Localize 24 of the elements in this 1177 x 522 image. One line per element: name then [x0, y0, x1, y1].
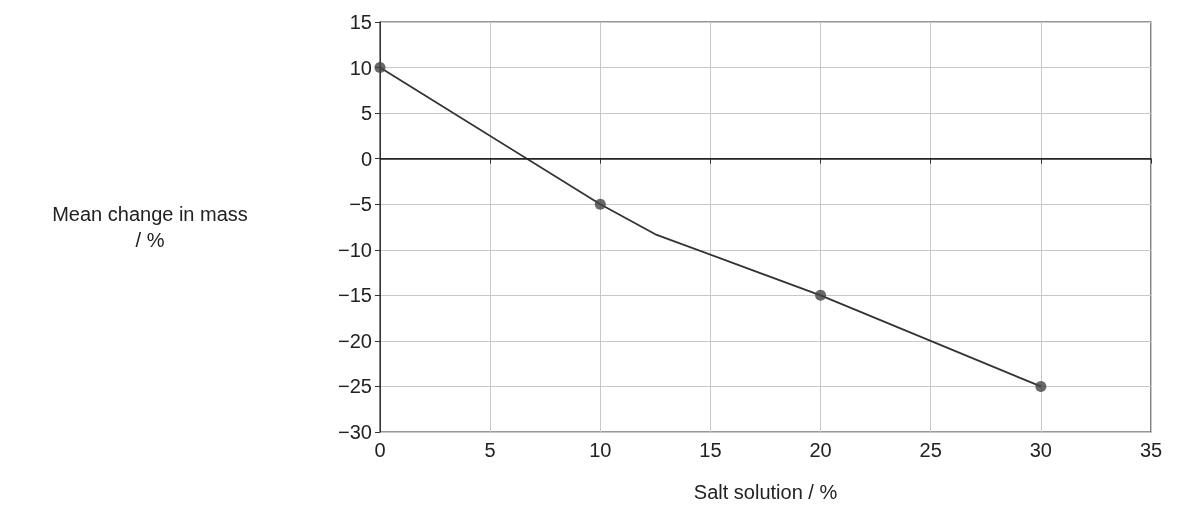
y-tick-label: 5 — [360, 102, 372, 125]
x-tick-label: 30 — [1029, 439, 1052, 461]
x-tick-label: 5 — [484, 439, 496, 461]
point — [1035, 380, 1047, 392]
x-tick-label: 35 — [1139, 439, 1163, 461]
point — [374, 62, 386, 74]
y-axis-title: Mean change in mass / % — [52, 203, 248, 251]
x-tick-label: 20 — [809, 439, 832, 461]
y-tick-label: −25 — [338, 375, 372, 398]
x-tick-label: 25 — [919, 439, 942, 461]
y-tick-label: 0 — [360, 147, 372, 170]
x-tick-label: 15 — [699, 439, 722, 461]
y-tick-label: −30 — [338, 421, 372, 443]
y-tick-label: 10 — [349, 56, 372, 79]
point — [594, 198, 606, 210]
x-tick-label: 10 — [589, 439, 612, 461]
y-tick-label: 15 — [349, 11, 372, 33]
x-tick-label: 0 — [374, 439, 386, 461]
x-axis-title: Salt solution / % — [693, 481, 838, 503]
y-tick-label: −20 — [338, 329, 372, 352]
y-tick-label: −15 — [338, 284, 372, 307]
y-tick-label: −10 — [338, 238, 372, 261]
point — [815, 289, 827, 301]
y-tick-label: −5 — [349, 193, 372, 216]
